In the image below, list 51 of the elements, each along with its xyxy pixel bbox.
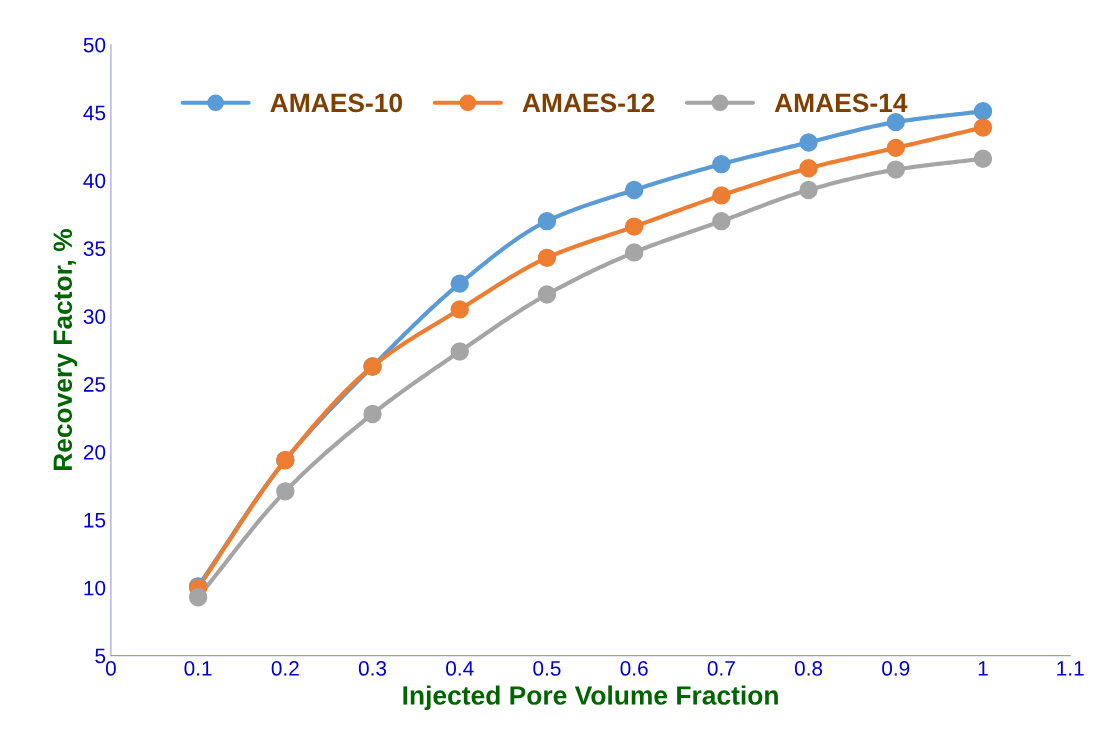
point xyxy=(363,404,382,424)
y-tick-label: 25 xyxy=(83,377,106,392)
x-tick-label: 0.7 xyxy=(707,661,735,676)
y-tick-label: 10 xyxy=(84,580,106,596)
x-tick-label: 0.6 xyxy=(620,661,648,676)
x-tick-label: 1 xyxy=(978,661,988,676)
point xyxy=(973,149,993,168)
point xyxy=(450,342,469,361)
point xyxy=(624,180,644,200)
point xyxy=(799,159,818,178)
point xyxy=(712,186,731,205)
y-tick-label: 20 xyxy=(83,444,106,460)
x-tick-label: 0.4 xyxy=(446,661,474,676)
legend-label: AMAES-14 xyxy=(774,93,908,113)
point xyxy=(537,212,557,231)
x-tick-label: 0 xyxy=(105,661,116,676)
point xyxy=(188,588,208,607)
point xyxy=(799,180,818,200)
x-axis-title: Injected Pore Volume Fraction xyxy=(403,685,778,711)
point xyxy=(537,248,557,268)
point xyxy=(624,243,644,262)
y-tick-label: 30 xyxy=(83,309,106,324)
y-tick-label: 35 xyxy=(83,241,106,257)
point xyxy=(886,160,905,179)
point xyxy=(450,300,469,319)
y-tick-label: 15 xyxy=(84,513,106,528)
legend-label: AMAES-12 xyxy=(522,93,655,113)
point xyxy=(799,133,818,152)
point xyxy=(886,112,905,132)
y-tick-label: 40 xyxy=(83,173,106,189)
y-tick-label: 5 xyxy=(95,648,106,664)
x-tick-label: 0.8 xyxy=(794,661,823,676)
point xyxy=(712,212,731,231)
y-tick-label: 50 xyxy=(83,37,106,53)
y-tick-label: 45 xyxy=(83,105,106,121)
point xyxy=(973,102,993,121)
x-tick-label: 0.2 xyxy=(271,661,299,676)
point xyxy=(450,274,469,293)
y-axis-title: Recovery Factor, % xyxy=(53,229,78,471)
point xyxy=(712,154,731,174)
legend-label: AMAES-10 xyxy=(270,93,403,113)
point xyxy=(537,285,557,304)
x-tick-label: 0.9 xyxy=(882,661,910,676)
x-tick-label: 0.1 xyxy=(184,661,212,676)
point xyxy=(624,217,644,236)
x-tick-label: 0.3 xyxy=(358,661,387,676)
point xyxy=(973,118,993,137)
point xyxy=(276,482,295,501)
x-tick-label: 0.5 xyxy=(533,661,561,676)
x-tick-label: 1.1 xyxy=(1057,661,1084,676)
point xyxy=(886,138,905,158)
